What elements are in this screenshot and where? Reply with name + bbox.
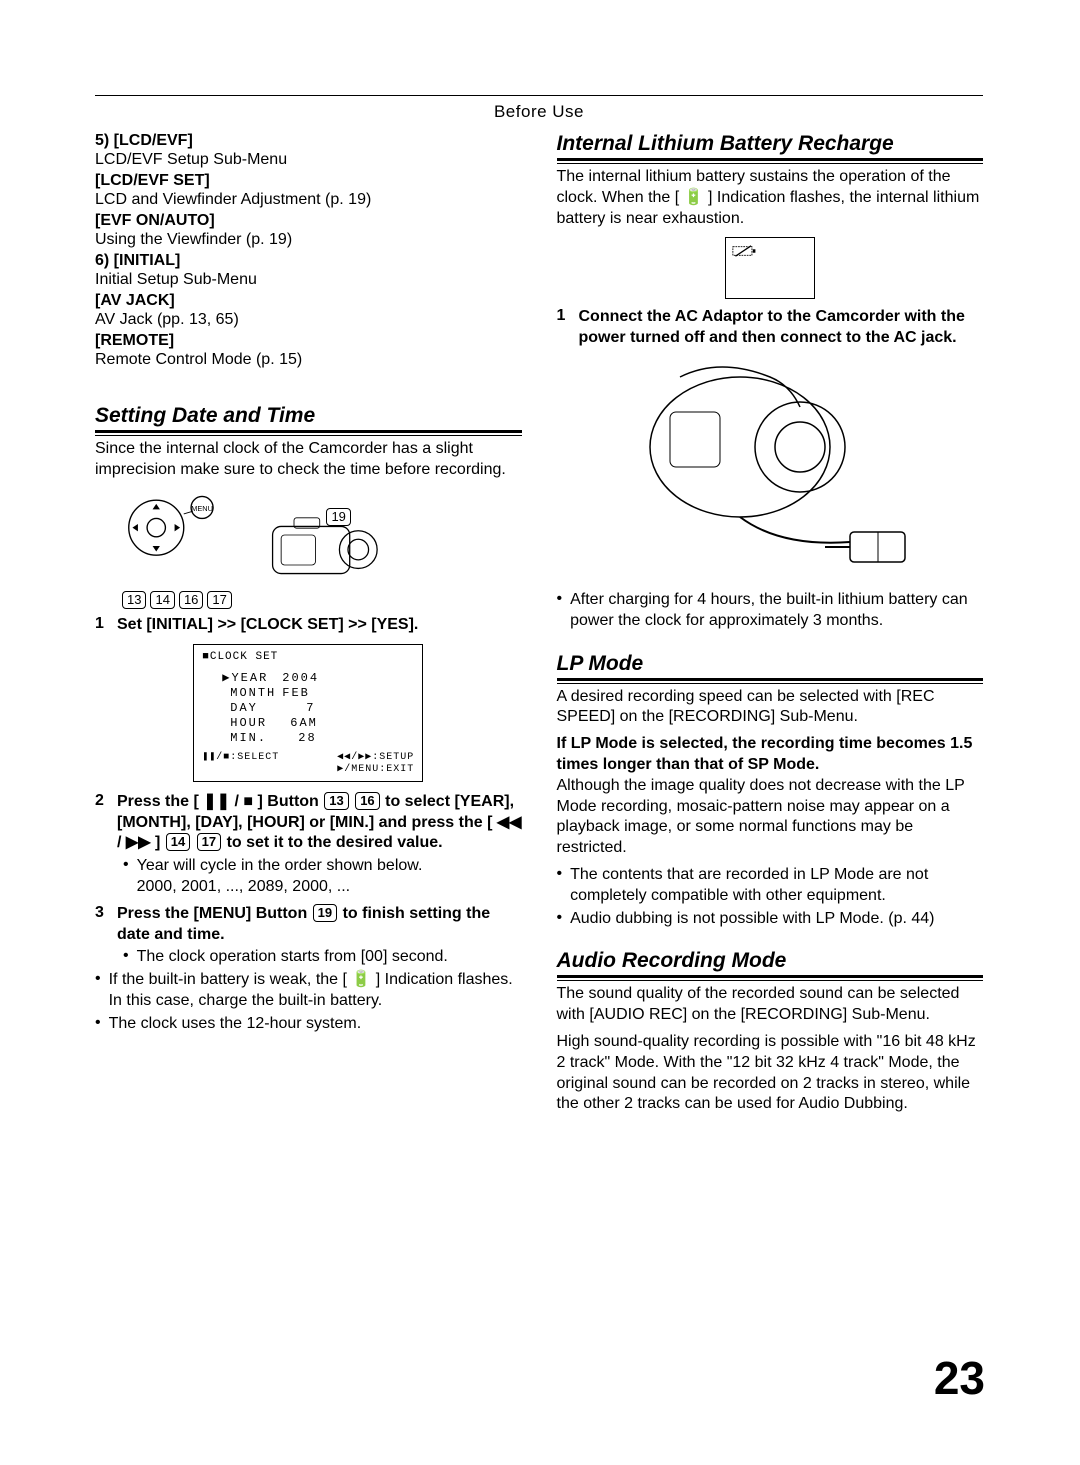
menu-desc: LCD and Viewfinder Adjustment (p. 19) bbox=[95, 190, 522, 210]
joystick-icon: MENU 19 13 14 16 17 bbox=[115, 491, 256, 610]
menu-desc: LCD/EVF Setup Sub-Menu bbox=[95, 150, 522, 170]
menu-label: 6) [INITIAL] bbox=[95, 252, 522, 270]
lp-p1: A desired recording speed can be selecte… bbox=[557, 687, 984, 729]
battery-after-note: After charging for 4 hours, the built-in… bbox=[570, 590, 983, 632]
section-title-audio: Audio Recording Mode bbox=[557, 949, 984, 978]
page-header: Before Use bbox=[95, 96, 983, 132]
step-text: Connect the AC Adaptor to the Camcorder … bbox=[579, 307, 984, 349]
ref-number: 13 bbox=[324, 792, 348, 810]
step-number: 3 bbox=[95, 904, 109, 946]
clock-set-screen: ■CLOCK SET ▶YEAR2004 MONTHFEB DAY7 HOUR6… bbox=[193, 644, 423, 782]
clock-set-title: ■CLOCK SET bbox=[202, 651, 414, 665]
two-column-layout: 5) [LCD/EVF]LCD/EVF Setup Sub-Menu [LCD/… bbox=[95, 132, 983, 1121]
ref-number: 17 bbox=[197, 833, 221, 851]
sub-note: Year will cycle in the order shown below… bbox=[137, 856, 522, 898]
audio-p1: The sound quality of the recorded sound … bbox=[557, 984, 984, 1026]
camcorder-charging-illustration bbox=[557, 357, 984, 582]
audio-p2: High sound-quality recording is possible… bbox=[557, 1032, 984, 1115]
step-number: 1 bbox=[557, 307, 571, 349]
lcd-indicator-illustration bbox=[725, 237, 815, 299]
menu-desc: AV Jack (pp. 13, 65) bbox=[95, 310, 522, 330]
menu-desc: Initial Setup Sub-Menu bbox=[95, 270, 522, 290]
sub-note: The clock operation starts from [00] sec… bbox=[137, 947, 522, 968]
note: The clock uses the 12-hour system. bbox=[109, 1014, 522, 1035]
ref-number: 13 bbox=[122, 591, 146, 609]
menu-label: [EVF ON/AUTO] bbox=[95, 212, 522, 230]
lp-bullet: Audio dubbing is not possible with LP Mo… bbox=[570, 909, 983, 930]
section-title-lp: LP Mode bbox=[557, 652, 984, 681]
clock-footer-right: ▶/MENU:EXIT bbox=[337, 764, 414, 775]
lp-p2: If LP Mode is selected, the recording ti… bbox=[557, 734, 984, 776]
note: If the built-in battery is weak, the [ 🔋… bbox=[109, 970, 522, 1012]
camcorder-icon bbox=[264, 505, 384, 596]
ref-number: 16 bbox=[355, 792, 379, 810]
clock-footer-right: ◀◀/▶▶:SETUP bbox=[337, 752, 414, 763]
step-text: Set [INITIAL] >> [CLOCK SET] >> [YES]. bbox=[117, 615, 522, 636]
ref-number: 16 bbox=[179, 591, 203, 609]
ref-number: 14 bbox=[166, 833, 190, 851]
step-text: Press the [ ❚❚ / ■ ] Button 13 16 to sel… bbox=[117, 792, 522, 854]
ref-number: 17 bbox=[207, 591, 231, 609]
menu-label: [LCD/EVF SET] bbox=[95, 172, 522, 190]
page-number: 23 bbox=[934, 1351, 985, 1405]
date-time-intro: Since the internal clock of the Camcorde… bbox=[95, 439, 522, 481]
section-title-date-time: Setting Date and Time bbox=[95, 404, 522, 433]
right-column: Internal Lithium Battery Recharge The in… bbox=[557, 132, 984, 1121]
control-illustration: MENU 19 13 14 16 17 bbox=[115, 491, 522, 610]
menu-desc: Using the Viewfinder (p. 19) bbox=[95, 230, 522, 250]
svg-text:MENU: MENU bbox=[191, 504, 213, 513]
ref-number: 19 bbox=[326, 508, 350, 526]
battery-low-icon bbox=[732, 244, 758, 258]
menu-label: [REMOTE] bbox=[95, 332, 522, 350]
menu-label: [AV JACK] bbox=[95, 292, 522, 310]
ref-number: 19 bbox=[313, 904, 337, 922]
step-number: 2 bbox=[95, 792, 109, 854]
section-title-battery: Internal Lithium Battery Recharge bbox=[557, 132, 984, 161]
lp-p3: Although the image quality does not decr… bbox=[557, 776, 984, 859]
left-column: 5) [LCD/EVF]LCD/EVF Setup Sub-Menu [LCD/… bbox=[95, 132, 522, 1121]
battery-intro: The internal lithium battery sustains th… bbox=[557, 167, 984, 229]
lp-bullet: The contents that are recorded in LP Mod… bbox=[570, 865, 983, 907]
page-frame: Before Use 5) [LCD/EVF]LCD/EVF Setup Sub… bbox=[95, 95, 983, 1121]
step-number: 1 bbox=[95, 615, 109, 636]
menu-desc: Remote Control Mode (p. 15) bbox=[95, 350, 522, 370]
menu-label: 5) [LCD/EVF] bbox=[95, 132, 522, 150]
clock-footer-left: ❚❚/■:SELECT bbox=[202, 752, 279, 777]
ref-number: 14 bbox=[150, 591, 174, 609]
step-text: Press the [MENU] Button 19 to finish set… bbox=[117, 904, 522, 946]
